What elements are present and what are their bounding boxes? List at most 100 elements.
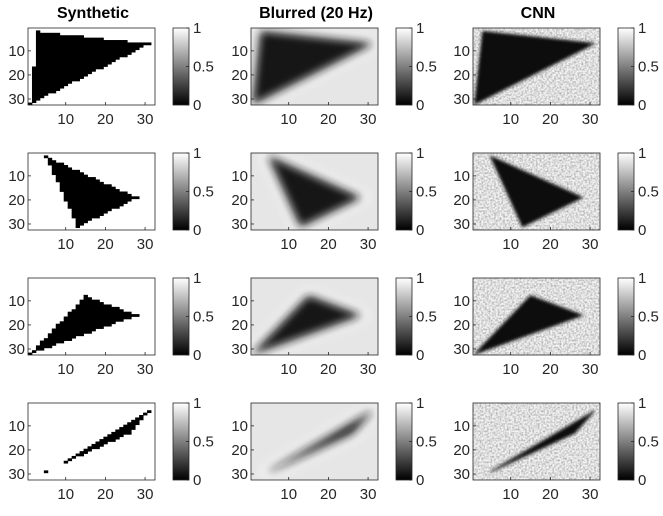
- colorbar-tick-label: 0.5: [638, 184, 659, 201]
- y-tick-label: 10: [8, 418, 25, 435]
- colorbar-tick-label: 0: [193, 222, 201, 239]
- colorbar-tick-label: 0.5: [638, 309, 659, 326]
- colorbar-tick-label: 1: [193, 145, 201, 162]
- y-tick-label: 30: [231, 216, 248, 233]
- y-tick-label: 30: [453, 341, 470, 358]
- colorbar-tick-label: 0.5: [193, 309, 214, 326]
- y-tick-label: 10: [8, 43, 25, 60]
- x-tick-label: 30: [137, 236, 154, 253]
- x-tick-label: 10: [57, 236, 74, 253]
- image-content: [473, 278, 600, 355]
- x-tick-label: 30: [360, 236, 377, 253]
- y-tick-label: 10: [231, 293, 248, 310]
- colorbar-tick-label: 1: [193, 395, 201, 412]
- y-tick-label: 20: [453, 67, 470, 84]
- y-tick-label: 20: [453, 442, 470, 459]
- colorbar-tick-label: 0.5: [416, 309, 437, 326]
- panel-row1-blurred: 10 20 30 10 20 30 1 0.5 0: [231, 20, 437, 128]
- panel-row3-blurred: 10 20 30 10 20 30 1 0.5 0: [231, 270, 437, 378]
- x-tick-label: 20: [542, 111, 559, 128]
- image-content: [473, 153, 600, 230]
- y-tick-label: 20: [231, 67, 248, 84]
- x-tick-label: 10: [280, 361, 297, 378]
- colorbar-tick-label: 0: [638, 222, 646, 239]
- colorbar-tick-label: 0.5: [416, 184, 437, 201]
- colorbar-tick-label: 1: [638, 395, 646, 412]
- x-tick-label: 30: [582, 486, 599, 503]
- y-tick-label: 10: [453, 418, 470, 435]
- colorbar-tick-label: 0: [638, 472, 646, 489]
- y-tick-label: 20: [8, 442, 25, 459]
- y-tick-label: 10: [231, 418, 248, 435]
- x-tick-label: 10: [502, 111, 519, 128]
- x-tick-label: 30: [137, 361, 154, 378]
- colorbar-tick-label: 1: [416, 145, 424, 162]
- y-tick-label: 10: [231, 43, 248, 60]
- y-tick-label: 10: [8, 168, 25, 185]
- column-title-synthetic: Synthetic: [57, 5, 129, 22]
- colorbar-tick-label: 0: [416, 347, 424, 364]
- panel-row1-synthetic: 10 20 30 10 20 30 1 0.5 0: [8, 20, 214, 128]
- y-tick-label: 20: [8, 67, 25, 84]
- colorbar-tick-label: 1: [416, 270, 424, 287]
- x-tick-label: 10: [502, 361, 519, 378]
- y-tick-label: 30: [8, 216, 25, 233]
- x-tick-label: 30: [360, 486, 377, 503]
- panel-row4-blurred: 10203010 20 3010.50: [231, 395, 437, 503]
- x-tick-label: 20: [542, 361, 559, 378]
- image-content: [473, 403, 600, 480]
- colorbar-tick-label: 0.5: [416, 434, 437, 451]
- x-tick-label: 30: [360, 361, 377, 378]
- colorbar-tick-label: 0.5: [416, 59, 437, 76]
- colorbar-tick-label: 0: [638, 97, 646, 114]
- colorbar-tick-label: 0: [193, 97, 201, 114]
- image-content: [28, 278, 155, 355]
- x-tick-label: 20: [97, 111, 114, 128]
- x-tick-label: 20: [542, 236, 559, 253]
- y-tick-label: 30: [231, 341, 248, 358]
- column-title-blurred: Blurred (20 Hz): [259, 5, 373, 22]
- y-tick-label: 10: [231, 168, 248, 185]
- x-tick-label: 30: [582, 361, 599, 378]
- colorbar-tick-label: 0: [193, 347, 201, 364]
- x-tick-label: 10: [502, 236, 519, 253]
- x-tick-label: 10: [57, 486, 74, 503]
- x-tick-label: 10: [280, 486, 297, 503]
- colorbar-tick-label: 0.5: [193, 434, 214, 451]
- panel-row3-cnn: 10203010 20 3010.50: [453, 270, 659, 378]
- colorbar-tick-label: 0.5: [638, 434, 659, 451]
- x-tick-label: 10: [280, 236, 297, 253]
- y-tick-label: 30: [231, 466, 248, 483]
- x-tick-label: 20: [97, 236, 114, 253]
- y-tick-label: 10: [453, 168, 470, 185]
- colorbar-tick-label: 1: [416, 20, 424, 37]
- y-tick-label: 10: [453, 293, 470, 310]
- colorbar-tick-label: 1: [638, 270, 646, 287]
- x-tick-label: 10: [57, 111, 74, 128]
- y-tick-label: 30: [231, 91, 248, 108]
- y-tick-label: 30: [453, 216, 470, 233]
- colorbar-tick-label: 0.5: [193, 184, 214, 201]
- colorbar-tick-label: 1: [416, 395, 424, 412]
- image-content: [251, 278, 378, 355]
- panel-row2-blurred: 10 20 30 10 20 30 1 0.5 0: [231, 145, 437, 253]
- y-tick-label: 20: [453, 192, 470, 209]
- colorbar-tick-label: 0: [193, 472, 201, 489]
- x-tick-label: 20: [97, 486, 114, 503]
- y-tick-label: 30: [453, 91, 470, 108]
- x-tick-label: 30: [582, 111, 599, 128]
- x-tick-label: 30: [137, 111, 154, 128]
- x-tick-label: 20: [320, 111, 337, 128]
- panel-row2-cnn: 10 20 30 10 20 30 1 0.5 0: [453, 145, 659, 253]
- y-tick-label: 20: [8, 192, 25, 209]
- panel-row1-cnn: 10 20 30 10 20 30 1 0.5 0: [453, 20, 659, 128]
- colorbar-tick-label: 0.5: [638, 59, 659, 76]
- y-tick-label: 20: [231, 192, 248, 209]
- y-tick-label: 30: [8, 341, 25, 358]
- y-tick-label: 10: [453, 43, 470, 60]
- colorbar-tick-label: 0: [416, 97, 424, 114]
- x-tick-label: 10: [280, 111, 297, 128]
- x-tick-label: 30: [582, 236, 599, 253]
- y-tick-label: 10: [8, 293, 25, 310]
